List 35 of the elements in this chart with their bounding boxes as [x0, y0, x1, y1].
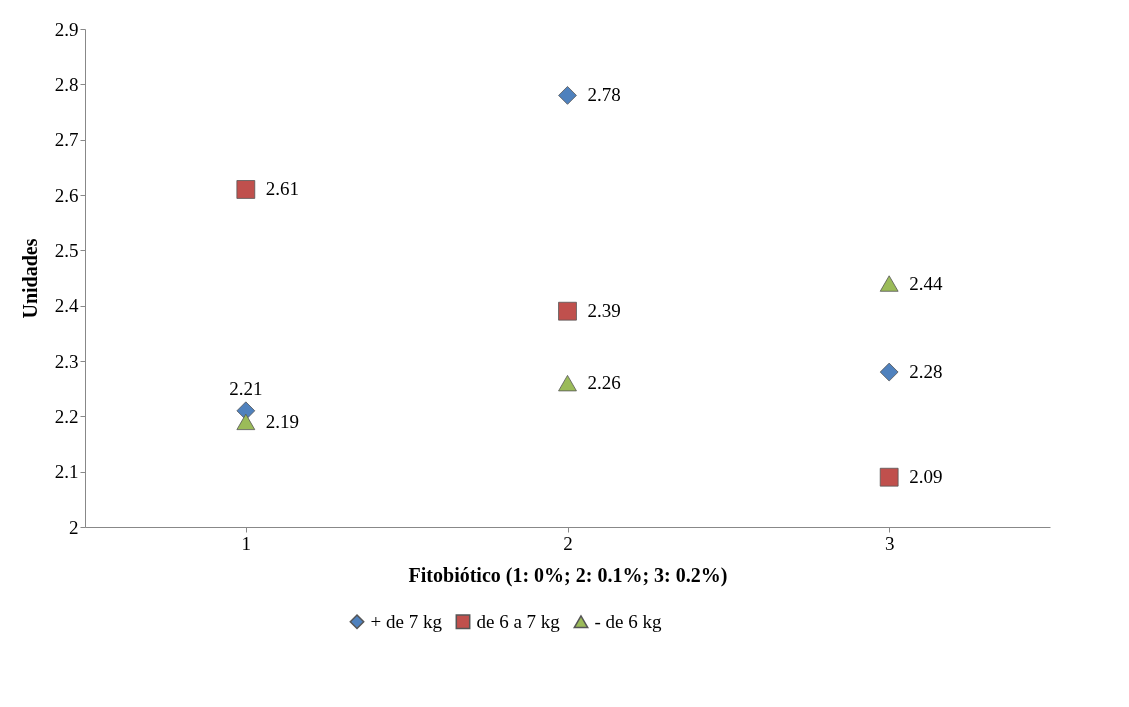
point	[558, 86, 577, 105]
data-label: 2.09	[909, 466, 943, 488]
data-label: 2.44	[909, 272, 943, 294]
point	[879, 467, 899, 487]
legend-label: de 6 a 7 kg	[476, 610, 561, 632]
x-tick-label: 3	[884, 532, 895, 554]
y-tick-label: 2.5	[54, 239, 79, 261]
y-tick-label: 2.8	[54, 73, 79, 95]
point	[236, 413, 256, 431]
y-tick-label: 2.6	[54, 184, 79, 206]
y-tick-label: 2.1	[54, 461, 79, 483]
point	[558, 301, 577, 321]
y-tick-label: 2.2	[54, 405, 79, 427]
legend-label: + de 7 kg	[370, 610, 443, 632]
data-label: 2.26	[587, 372, 621, 394]
point	[879, 275, 899, 292]
data-label: 2.19	[265, 410, 300, 432]
y-axis-title: Unidades	[18, 238, 41, 319]
point	[558, 374, 577, 392]
data-label: 2.21	[229, 377, 263, 399]
y-tick-label: 2.9	[54, 18, 79, 40]
data-label: 2.39	[587, 300, 621, 322]
y-tick-label: 2.7	[54, 129, 79, 151]
legend-label: - de 6 kg	[594, 610, 663, 632]
data-label: 2.78	[587, 84, 621, 106]
x-axis-title: Fitobiótico (1: 0%; 2: 0.1%; 3: 0.2%)	[408, 563, 728, 587]
point	[236, 180, 256, 199]
point	[879, 362, 899, 382]
y-tick-label: 2	[69, 516, 79, 538]
x-tick-label: 1	[241, 532, 252, 554]
data-label: 2.28	[909, 361, 943, 383]
y-tick-label: 2.4	[54, 295, 79, 317]
y-tick-label: 2.3	[54, 350, 79, 372]
data-label: 2.61	[265, 178, 300, 200]
x-tick-label: 2	[563, 532, 573, 554]
